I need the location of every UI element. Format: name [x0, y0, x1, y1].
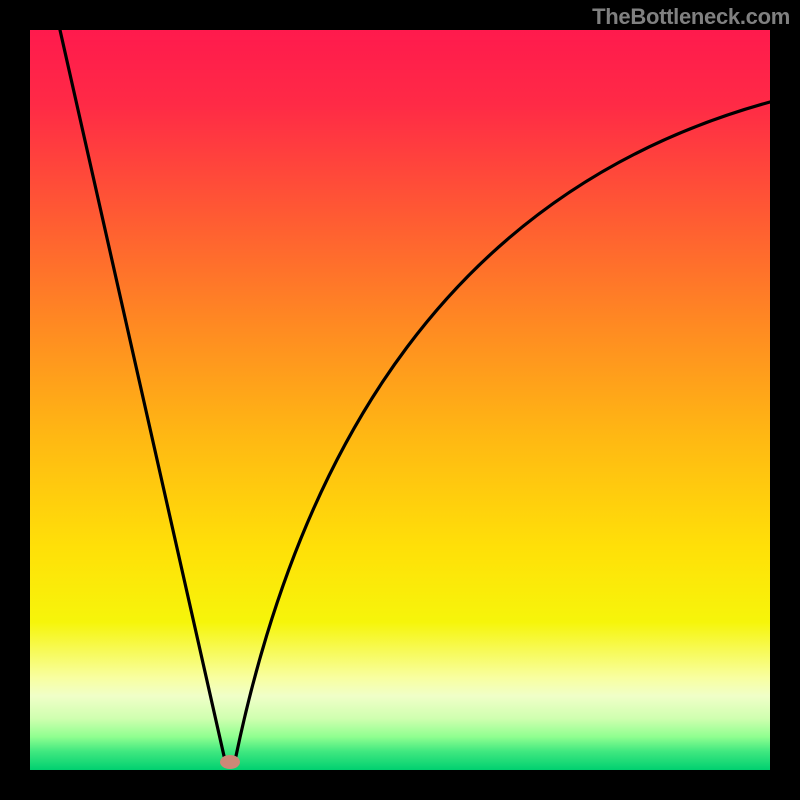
optimum-point-marker [220, 755, 240, 769]
chart-frame: TheBottleneck.com [0, 0, 800, 800]
plot-area [30, 30, 770, 770]
chart-svg [30, 30, 770, 770]
watermark-text: TheBottleneck.com [592, 4, 790, 30]
